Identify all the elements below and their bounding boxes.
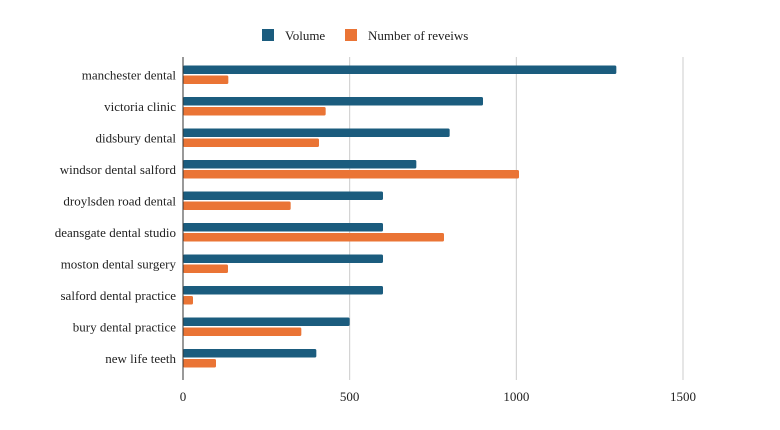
x-tick-label-1500: 1500 xyxy=(670,389,696,404)
category-label: moston dental surgery xyxy=(61,256,177,271)
bar-reviews-9 xyxy=(183,359,216,368)
category-label: windsor dental salford xyxy=(60,162,177,177)
category-label: bury dental practice xyxy=(73,319,176,334)
category-label: new life teeth xyxy=(105,351,176,366)
bar-volume-9 xyxy=(183,349,317,358)
legend-swatch-number-of-reviews xyxy=(345,29,357,41)
x-tick-label-1000: 1000 xyxy=(503,389,529,404)
bar-reviews-3 xyxy=(183,170,519,179)
category-label: salford dental practice xyxy=(61,288,177,303)
bar-volume-7 xyxy=(183,286,383,295)
gridlines xyxy=(349,57,684,380)
x-tick-label-500: 500 xyxy=(340,389,360,404)
legend: Volume Number of reveiws xyxy=(262,28,468,43)
category-label: didsbury dental xyxy=(95,130,176,145)
x-tick-label-0: 0 xyxy=(180,389,187,404)
bar-reviews-4 xyxy=(183,201,291,210)
bar-reviews-6 xyxy=(183,264,228,273)
legend-label-number-of-reviews: Number of reveiws xyxy=(368,28,468,43)
x-axis-tick-labels: 0 500 1000 1500 xyxy=(180,389,696,404)
category-label: victoria clinic xyxy=(104,99,176,114)
legend-swatch-volume xyxy=(262,29,274,41)
bars xyxy=(183,65,617,368)
bar-volume-6 xyxy=(183,254,383,263)
bar-volume-8 xyxy=(183,317,350,326)
category-label: manchester dental xyxy=(82,67,177,82)
bar-volume-0 xyxy=(183,65,617,74)
bar-volume-2 xyxy=(183,128,450,137)
bar-reviews-8 xyxy=(183,327,302,336)
legend-label-volume: Volume xyxy=(285,28,325,43)
bar-reviews-7 xyxy=(183,296,193,305)
bar-volume-5 xyxy=(183,223,383,232)
bar-reviews-0 xyxy=(183,75,229,84)
bar-reviews-1 xyxy=(183,107,326,116)
bar-reviews-2 xyxy=(183,138,319,147)
category-label: droylsden road dental xyxy=(63,193,176,208)
bar-volume-3 xyxy=(183,160,417,169)
bar-volume-1 xyxy=(183,97,483,106)
bar-reviews-5 xyxy=(183,233,444,242)
category-label: deansgate dental studio xyxy=(55,225,176,240)
bar-volume-4 xyxy=(183,191,383,200)
category-labels: manchester dental victoria clinic didsbury… xyxy=(55,67,177,366)
